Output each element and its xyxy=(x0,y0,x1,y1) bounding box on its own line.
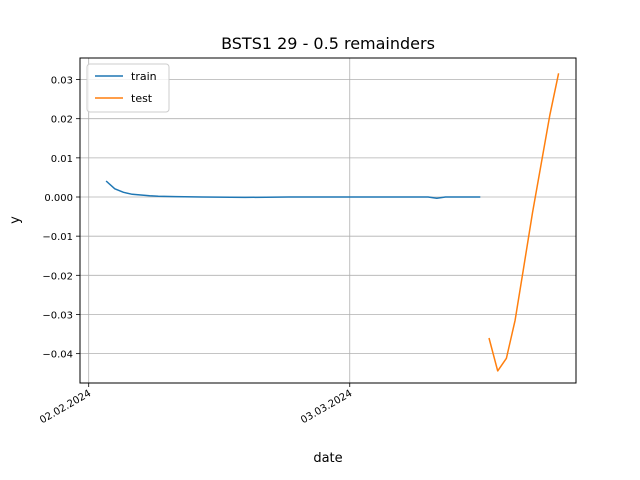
y-tick-label: −0.01 xyxy=(42,232,73,243)
y-tick-label: −0.04 xyxy=(42,350,73,361)
x-tick-label: 03.03.2024 xyxy=(299,388,354,426)
y-tick-label: 0.000 xyxy=(44,193,73,204)
chart-title: BSTS1 29 - 0.5 remainders xyxy=(221,34,435,53)
y-tick-label: 0.03 xyxy=(51,76,73,87)
legend-label-train: train xyxy=(131,70,157,83)
y-tick-label: −0.02 xyxy=(42,271,73,282)
legend-label-test: test xyxy=(131,92,153,105)
y-axis-label: y xyxy=(8,216,23,224)
x-axis-label: date xyxy=(313,451,342,466)
y-tick-label: 0.02 xyxy=(51,115,73,126)
x-tick-label: 02.02.2024 xyxy=(38,388,93,426)
legend-box xyxy=(86,63,170,113)
series-layer xyxy=(105,73,560,372)
y-axis: 0.03 0.02 0.01 0.000 −0.01 −0.02 −0.03 −0.04 xyxy=(42,76,80,361)
plot-frame xyxy=(79,57,577,384)
legend: train test xyxy=(86,63,170,113)
series-line-test xyxy=(488,73,560,372)
y-tick-label: −0.03 xyxy=(42,310,73,321)
x-axis: 02.02.2024 03.03.2024 xyxy=(38,383,354,426)
series-line-train xyxy=(105,180,481,199)
y-tick-label: 0.01 xyxy=(51,154,73,165)
